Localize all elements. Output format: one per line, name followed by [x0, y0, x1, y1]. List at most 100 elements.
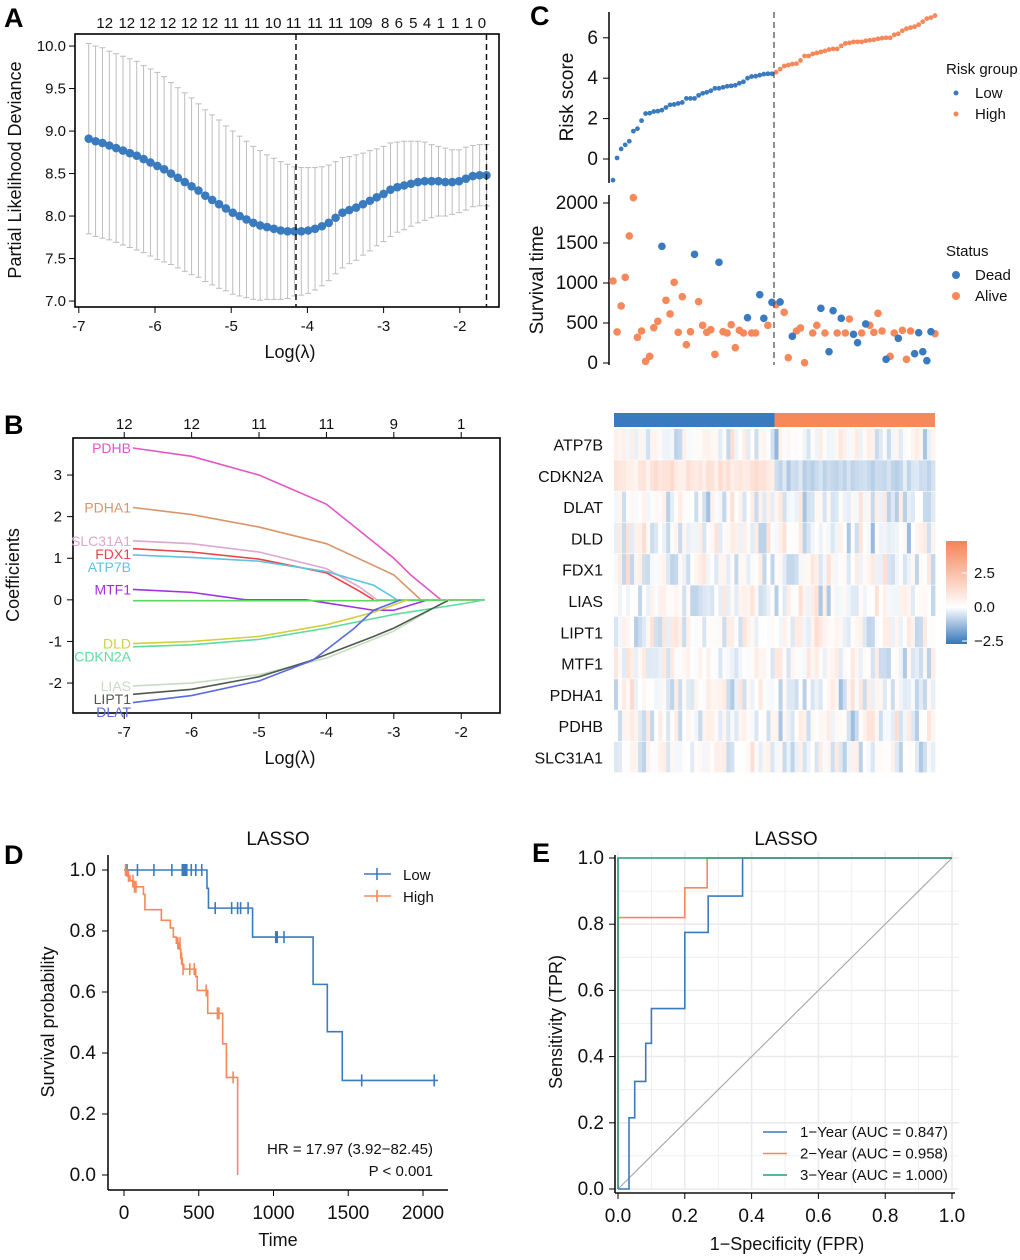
heatmap-cell — [746, 429, 751, 460]
risk-point-high — [916, 22, 922, 28]
x-tick-label: -2 — [455, 724, 468, 741]
heatmap-cell — [766, 710, 771, 742]
heatmap-cell — [666, 616, 671, 648]
nonzero-count-label: 12 — [181, 15, 198, 32]
heatmap-cell — [666, 429, 671, 460]
heatmap-gene-label: DLD — [571, 531, 603, 548]
heatmap-cell — [790, 554, 795, 585]
y-axis-title: Partial Likelihood Deviance — [5, 61, 25, 278]
heatmap-cell — [926, 460, 932, 491]
heatmap-cell — [778, 647, 783, 679]
heatmap-cell — [646, 429, 651, 460]
legend-label: High — [975, 106, 1006, 123]
roc-curve-1-year — [618, 857, 952, 1190]
heatmap-cell — [850, 710, 856, 742]
risk-point-high — [806, 53, 812, 59]
nonzero-count-label: 1 — [457, 416, 465, 433]
heatmap-cell — [914, 429, 920, 460]
heatmap-cell — [762, 554, 767, 585]
risk-point-high — [928, 15, 934, 20]
survival-point-alive — [878, 327, 886, 335]
heatmap-cell — [734, 616, 739, 648]
heatmap-cell — [686, 741, 691, 773]
heatmap-cell — [670, 491, 675, 523]
heatmap-cell — [674, 585, 679, 617]
heatmap-cell — [854, 741, 860, 773]
heatmap-cell — [654, 522, 659, 554]
survival-point-dead — [882, 355, 890, 364]
heatmap-cell — [834, 491, 840, 523]
heatmap-cell — [874, 741, 880, 773]
heatmap-cell — [814, 585, 820, 617]
heatmap-cell — [878, 710, 884, 742]
survival-point-alive — [821, 329, 829, 337]
heatmap-cell — [762, 491, 767, 523]
heatmap-cell — [778, 710, 783, 742]
heatmap-cell — [930, 710, 936, 742]
heatmap-cell — [666, 460, 671, 491]
heatmap-cell — [918, 429, 924, 460]
heatmap-cell — [890, 554, 896, 585]
heatmap-cell — [818, 679, 824, 710]
risk-point-high — [810, 51, 816, 57]
heatmap-cell — [778, 679, 783, 710]
heatmap-cell — [922, 679, 928, 710]
y-tick-label: -1 — [49, 633, 62, 650]
deviance-point — [249, 218, 258, 228]
heatmap-cell — [782, 616, 787, 648]
y-tick-label: 0.8 — [578, 914, 604, 935]
heatmap-cell — [730, 554, 735, 585]
heatmap-cell — [634, 554, 639, 585]
heatmap-cell — [806, 585, 812, 617]
nonzero-count-label: 4 — [423, 15, 431, 32]
heatmap-cell — [814, 710, 820, 742]
heatmap-cell — [738, 647, 743, 679]
heatmap-cell — [622, 522, 627, 554]
heatmap-cell — [646, 741, 651, 773]
heatmap-cell — [842, 616, 848, 648]
heatmap-cell — [630, 460, 635, 491]
heatmap-cell — [714, 522, 719, 554]
heatmap-cell — [730, 647, 735, 679]
y-axis-title: Survival probability — [38, 946, 58, 1097]
heatmap-cell — [878, 679, 884, 710]
heatmap-cell — [678, 710, 683, 742]
x-tick-label: -4 — [301, 318, 314, 335]
heatmap-cell — [646, 585, 651, 617]
x-tick-label: 2000 — [402, 1203, 444, 1224]
heatmap-cell — [706, 647, 711, 679]
heatmap-cell — [914, 522, 920, 554]
heatmap-cell — [710, 741, 715, 773]
heatmap-cell — [862, 554, 868, 585]
heatmap-cell — [914, 585, 920, 617]
heatmap-cell — [666, 491, 671, 523]
heatmap-cell — [730, 679, 735, 710]
legend-label: Low — [975, 85, 1003, 102]
heatmap-cell — [706, 491, 711, 523]
heatmap-cell — [618, 741, 623, 773]
heatmap-cell — [766, 554, 771, 585]
survival-point-dead — [894, 334, 903, 343]
heatmap-cell — [918, 522, 924, 554]
survival-point-dead — [849, 330, 858, 339]
heatmap-cell — [790, 741, 795, 773]
heatmap-cell — [758, 429, 763, 460]
heatmap-cell — [830, 491, 836, 523]
risk-point-high — [904, 26, 909, 32]
deviance-point — [276, 226, 286, 235]
survival-point-alive — [625, 232, 634, 240]
heatmap-cell — [878, 647, 884, 679]
heatmap-cell — [834, 522, 840, 554]
heatmap-cell — [730, 491, 735, 523]
heatmap-gene-label: LIPT1 — [560, 625, 603, 642]
survival-point-alive — [845, 315, 854, 323]
heatmap-cell — [798, 429, 803, 460]
nonzero-count-label: 9 — [364, 15, 372, 32]
heatmap-cell — [850, 522, 856, 554]
heatmap-cell — [930, 741, 936, 773]
heatmap-cell — [850, 647, 856, 679]
deviance-point — [235, 211, 244, 221]
heatmap-cell — [790, 522, 795, 554]
heatmap-cell — [638, 522, 643, 554]
deviance-point — [84, 134, 94, 143]
